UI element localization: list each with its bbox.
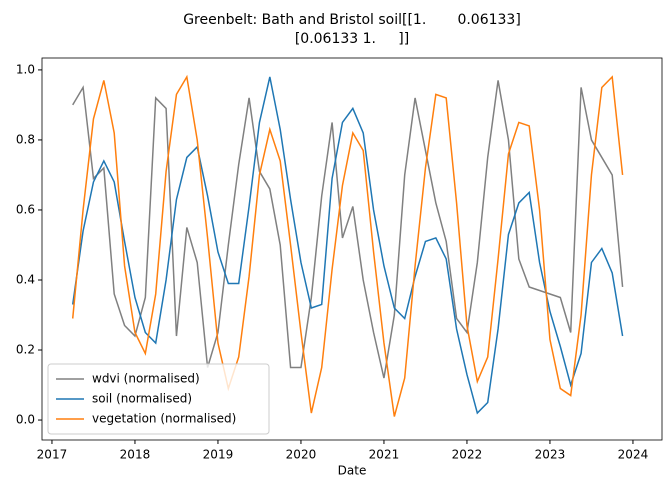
x-tick-label: 2020 bbox=[286, 448, 317, 462]
x-tick-label: 2022 bbox=[452, 448, 483, 462]
x-tick-label: 2018 bbox=[120, 448, 151, 462]
legend-label: vegetation (normalised) bbox=[92, 412, 236, 426]
chart-title: [0.06133 1. ]] bbox=[295, 31, 409, 47]
legend-label: wdvi (normalised) bbox=[92, 372, 200, 386]
x-tick-label: 2017 bbox=[37, 448, 68, 462]
x-tick-label: 2023 bbox=[535, 448, 566, 462]
legend-box bbox=[47, 363, 270, 435]
y-tick-label: 0.6 bbox=[16, 202, 35, 216]
y-tick-label: 1.0 bbox=[16, 62, 35, 76]
chart-title: Greenbelt: Bath and Bristol soil[[1. 0.0… bbox=[183, 12, 521, 28]
y-tick-label: 0.0 bbox=[16, 413, 35, 427]
y-tick-label: 0.2 bbox=[16, 343, 35, 357]
y-tick-label: 0.4 bbox=[16, 272, 35, 286]
series-line bbox=[71, 74, 624, 417]
x-axis-label: Date bbox=[338, 464, 367, 478]
plot-frame bbox=[41, 57, 663, 441]
x-tick-label: 2021 bbox=[369, 448, 400, 462]
x-tick-label: 2024 bbox=[618, 448, 649, 462]
y-tick-label: 0.8 bbox=[16, 132, 35, 146]
series-line bbox=[72, 80, 624, 379]
legend-label: soil (normalised) bbox=[92, 392, 192, 406]
legend: wdvi (normalised) soil (normalised) vegeta… bbox=[47, 363, 270, 435]
series-line bbox=[71, 76, 624, 415]
x-tick-label: 2019 bbox=[203, 448, 234, 462]
